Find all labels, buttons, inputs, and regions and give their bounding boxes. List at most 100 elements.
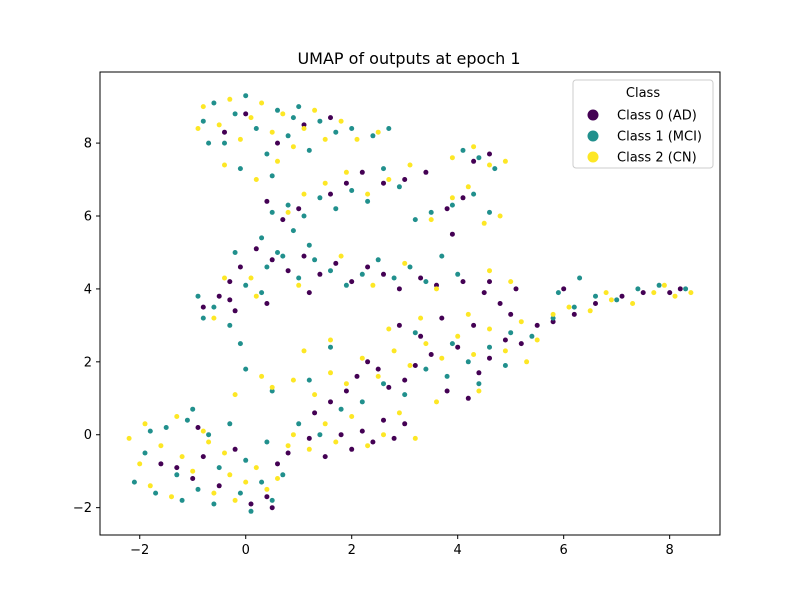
data-point-class-2 <box>301 126 307 131</box>
data-point-class-1 <box>269 497 275 503</box>
data-point-class-2 <box>386 177 392 182</box>
data-point-class-0 <box>285 268 291 274</box>
data-point-class-1 <box>312 257 318 263</box>
data-point-class-1 <box>237 341 243 347</box>
data-point-class-1 <box>439 253 445 259</box>
legend: Class Class 0 (AD) Class 1 (MCI) Class 2 (… <box>572 79 714 169</box>
data-point-class-0 <box>487 355 492 361</box>
data-point-class-1 <box>328 344 333 350</box>
data-point-class-2 <box>354 136 360 142</box>
y-tick-label: 0 <box>84 428 92 443</box>
data-point-class-2 <box>222 275 227 281</box>
data-point-class-2 <box>375 373 381 379</box>
data-point-class-2 <box>248 275 254 281</box>
data-point-class-2 <box>322 136 328 142</box>
data-point-class-1 <box>471 191 477 197</box>
data-point-class-2 <box>222 450 227 456</box>
data-point-class-0 <box>359 428 365 434</box>
data-point-class-2 <box>476 388 482 394</box>
data-point-class-1 <box>338 406 344 412</box>
data-point-class-0 <box>343 180 349 186</box>
data-point-class-0 <box>518 341 524 347</box>
data-point-class-1 <box>555 290 561 296</box>
data-point-class-2 <box>566 304 572 310</box>
data-point-class-1 <box>375 257 381 263</box>
data-point-class-1 <box>211 304 217 310</box>
data-point-class-1 <box>259 479 265 485</box>
data-point-class-2 <box>290 377 296 383</box>
data-point-class-1 <box>391 275 397 281</box>
data-point-class-0 <box>619 293 625 299</box>
legend-label-class-0: Class 0 (AD) <box>617 109 697 124</box>
data-point-class-1 <box>683 286 689 292</box>
data-point-class-0 <box>301 122 307 128</box>
data-point-class-2 <box>232 392 238 398</box>
data-point-class-2 <box>275 158 280 164</box>
data-point-class-2 <box>248 115 254 121</box>
data-point-class-2 <box>343 169 349 175</box>
legend-label-class-2: Class 2 (CN) <box>617 151 697 166</box>
data-point-class-2 <box>158 443 164 449</box>
data-point-class-2 <box>386 326 392 332</box>
data-point-class-0 <box>449 231 455 237</box>
data-point-class-0 <box>264 494 270 500</box>
data-point-class-0 <box>200 304 206 310</box>
data-point-class-1 <box>206 140 212 146</box>
data-point-class-0 <box>375 366 381 372</box>
data-point-class-2 <box>211 490 217 496</box>
data-point-class-0 <box>412 363 418 368</box>
data-point-class-0 <box>322 454 328 460</box>
data-point-class-1 <box>502 363 508 368</box>
data-point-class-1 <box>428 209 434 215</box>
data-point-class-0 <box>349 279 355 285</box>
data-point-class-0 <box>396 286 402 292</box>
legend-marker-class-0 <box>587 109 599 121</box>
data-point-class-1 <box>211 501 217 507</box>
data-point-class-0 <box>460 195 466 201</box>
data-point-class-0 <box>465 395 471 401</box>
data-point-class-2 <box>179 454 185 460</box>
data-point-class-0 <box>296 206 302 212</box>
data-point-class-2 <box>142 421 148 427</box>
data-point-class-2 <box>375 129 381 135</box>
data-point-class-2 <box>296 282 302 288</box>
data-point-class-2 <box>465 184 471 190</box>
legend-entries: Class 0 (AD) Class 1 (MCI) Class 2 (CN) <box>587 109 702 166</box>
data-point-class-1 <box>423 366 429 372</box>
x-tick-label: 2 <box>348 543 356 558</box>
data-point-class-2 <box>174 414 180 419</box>
data-point-class-1 <box>423 279 429 285</box>
data-point-class-0 <box>391 435 397 441</box>
data-point-class-0 <box>275 140 280 146</box>
data-point-class-0 <box>354 373 360 379</box>
data-point-class-0 <box>423 169 429 175</box>
data-point-class-1 <box>147 428 153 434</box>
data-point-class-1 <box>508 330 514 336</box>
data-point-class-2 <box>206 439 212 445</box>
data-point-class-1 <box>402 392 408 398</box>
data-point-class-2 <box>449 195 455 201</box>
legend-marker-class-2 <box>587 151 599 163</box>
data-point-class-2 <box>137 461 143 467</box>
data-point-class-1 <box>296 275 302 281</box>
data-point-class-2 <box>487 326 492 332</box>
data-point-class-1 <box>381 166 386 172</box>
data-point-class-2 <box>449 155 455 161</box>
data-point-class-2 <box>508 279 514 285</box>
data-point-class-0 <box>677 286 683 292</box>
data-point-class-1 <box>349 188 355 193</box>
data-point-class-2 <box>253 465 259 471</box>
data-point-class-0 <box>497 301 503 306</box>
data-point-class-2 <box>227 96 233 102</box>
data-point-class-2 <box>672 293 678 299</box>
data-point-class-1 <box>280 472 286 478</box>
y-tick-label: 4 <box>84 282 92 297</box>
data-point-class-2 <box>253 293 259 299</box>
data-point-class-0 <box>306 435 312 441</box>
data-point-class-0 <box>381 417 386 423</box>
data-point-class-1 <box>317 432 323 438</box>
data-point-class-2 <box>285 209 291 215</box>
data-point-class-2 <box>407 363 413 368</box>
data-point-class-2 <box>688 290 694 296</box>
data-point-class-2 <box>651 290 657 296</box>
